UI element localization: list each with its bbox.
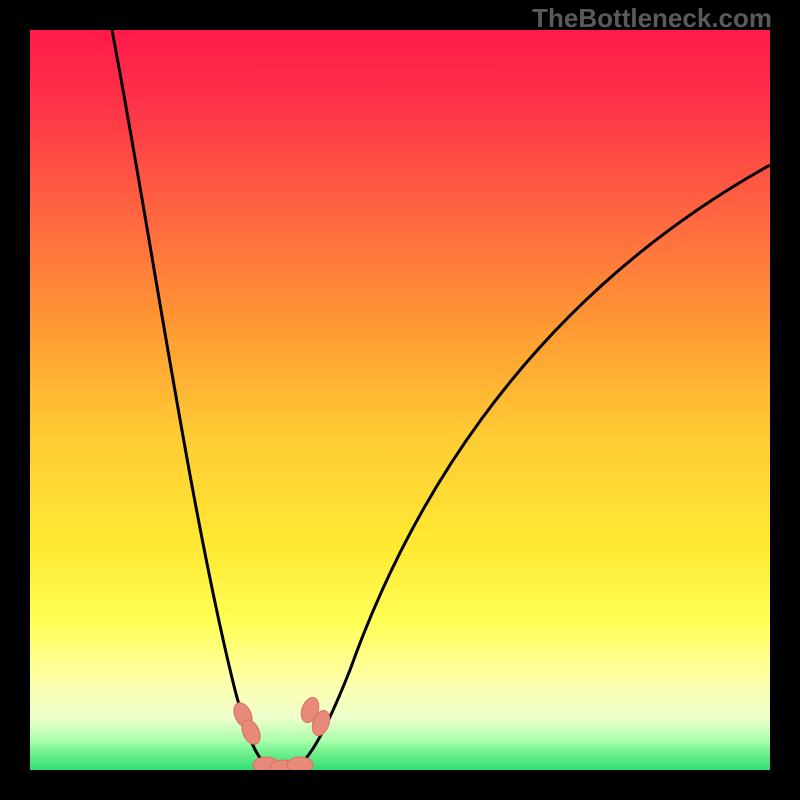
watermark-text: TheBottleneck.com <box>532 3 772 34</box>
curve-right <box>302 165 770 763</box>
plot-area <box>30 30 770 770</box>
chart-container: TheBottleneck.com <box>0 0 800 800</box>
markers-group <box>230 695 333 770</box>
curve-layer <box>30 30 770 770</box>
curve-left <box>112 30 264 763</box>
marker <box>287 757 313 770</box>
